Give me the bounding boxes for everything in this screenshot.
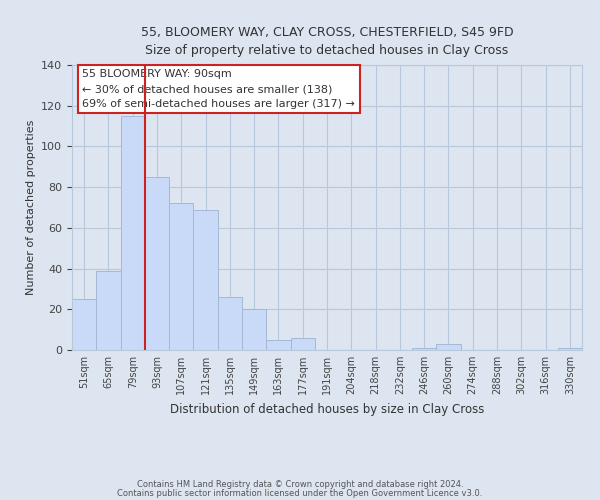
Bar bbox=[412, 348, 436, 350]
Bar bbox=[218, 297, 242, 350]
Bar bbox=[436, 344, 461, 350]
Bar bbox=[266, 340, 290, 350]
Text: Contains HM Land Registry data © Crown copyright and database right 2024.: Contains HM Land Registry data © Crown c… bbox=[137, 480, 463, 489]
Bar bbox=[96, 270, 121, 350]
Bar bbox=[72, 299, 96, 350]
Bar bbox=[193, 210, 218, 350]
Text: Contains public sector information licensed under the Open Government Licence v3: Contains public sector information licen… bbox=[118, 489, 482, 498]
Bar bbox=[145, 177, 169, 350]
Text: 55 BLOOMERY WAY: 90sqm
← 30% of detached houses are smaller (138)
69% of semi-de: 55 BLOOMERY WAY: 90sqm ← 30% of detached… bbox=[82, 70, 355, 109]
Bar bbox=[169, 204, 193, 350]
Bar bbox=[242, 310, 266, 350]
Title: 55, BLOOMERY WAY, CLAY CROSS, CHESTERFIELD, S45 9FD
Size of property relative to: 55, BLOOMERY WAY, CLAY CROSS, CHESTERFIE… bbox=[140, 26, 514, 57]
Bar bbox=[290, 338, 315, 350]
X-axis label: Distribution of detached houses by size in Clay Cross: Distribution of detached houses by size … bbox=[170, 402, 484, 415]
Bar bbox=[558, 348, 582, 350]
Bar bbox=[121, 116, 145, 350]
Y-axis label: Number of detached properties: Number of detached properties bbox=[26, 120, 35, 295]
